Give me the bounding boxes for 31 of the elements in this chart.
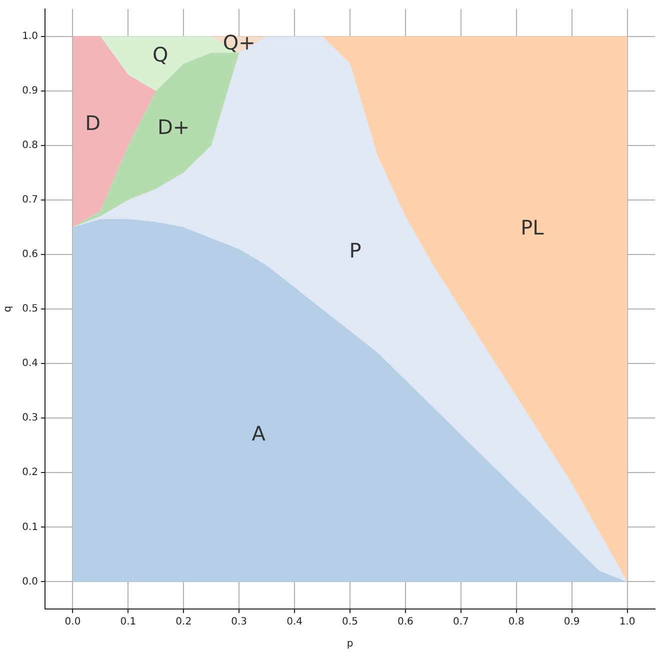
x-tick-label: 0.9 [564, 616, 580, 628]
series-label: A [252, 422, 266, 446]
series-label: Q+ [222, 30, 256, 55]
y-tick-label: 0.0 [22, 576, 38, 588]
x-tick-label: 0.2 [176, 616, 192, 628]
y-axis-title: q [2, 306, 14, 312]
y-tick-label: 1.0 [22, 30, 38, 42]
y-tick-label: 0.3 [22, 412, 38, 424]
y-tick-label: 0.9 [22, 85, 38, 96]
x-tick-label: 0.5 [342, 616, 358, 628]
series-label: PL [520, 215, 545, 240]
x-tick-label: 0.1 [120, 616, 136, 628]
series-label: D+ [157, 115, 190, 140]
y-tick-label: 0.8 [22, 140, 38, 151]
y-tick-label: 0.2 [22, 467, 38, 478]
y-tick-label: 0.1 [22, 522, 38, 533]
x-tick-label: 0.7 [452, 616, 469, 628]
y-tick-label: 0.6 [22, 249, 38, 260]
y-tick-label: 0.4 [22, 358, 38, 370]
x-tick-label: 0.3 [231, 616, 248, 628]
x-tick-label: 1.0 [619, 616, 636, 628]
series-label: D [85, 111, 101, 136]
x-tick-label: 0.0 [64, 616, 81, 628]
x-tick-label: 0.8 [508, 616, 524, 628]
y-tick-label: 0.5 [22, 304, 38, 315]
y-tick-label: 0.7 [22, 194, 38, 206]
series-label: P [349, 238, 362, 263]
x-axis-title: p [346, 638, 354, 650]
series-label: Q [152, 42, 168, 66]
x-tick-label: 0.4 [286, 616, 302, 628]
x-tick-label: 0.6 [398, 616, 414, 628]
